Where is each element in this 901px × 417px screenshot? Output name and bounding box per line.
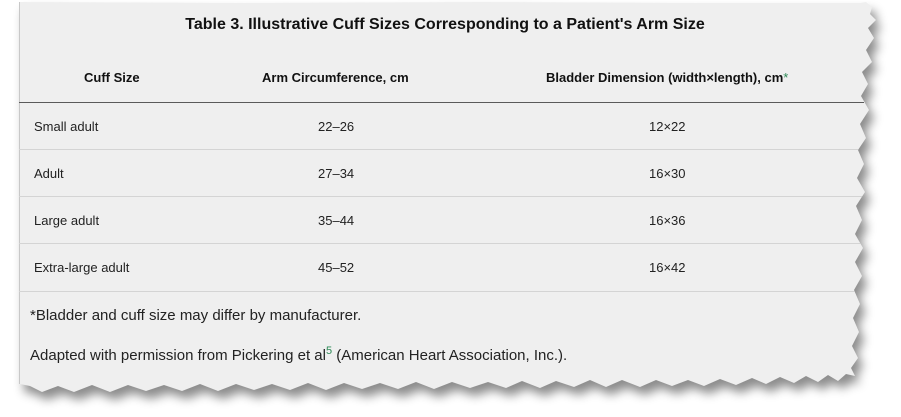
row-3-bladder-dimension: 16×36 (649, 213, 686, 228)
row-divider (19, 149, 864, 150)
left-border (19, 2, 20, 384)
header-footnote-marker: * (783, 70, 789, 85)
reference-link[interactable]: 5 (325, 345, 333, 357)
table-title-container: Table 3. Illustrative Cuff Sizes Corresp… (19, 16, 876, 34)
bladder-footnote: *Bladder and cuff size may differ by man… (30, 307, 362, 324)
row-1-arm-circumference: 22–26 (318, 119, 355, 134)
header-bladder-dimension: Bladder Dimension (width×length), cm* (546, 70, 788, 85)
row-3-cuff-size: Large adult (34, 213, 100, 228)
adapted-prefix: Adapted with permission from Pickering e… (30, 347, 326, 364)
header-arm-circumference: Arm Circumference, cm (262, 70, 409, 85)
header-cuff-size: Cuff Size (84, 70, 140, 85)
row-4-bladder-dimension: 16×42 (649, 260, 686, 275)
row-2-bladder-dimension: 16×30 (649, 166, 686, 181)
header-rule (19, 102, 864, 103)
row-2-cuff-size: Adult (34, 166, 64, 181)
row-divider (19, 196, 864, 197)
row-2-arm-circumference: 27–34 (318, 166, 355, 181)
table-bottom-rule (19, 291, 864, 292)
row-1-cuff-size: Small adult (34, 119, 99, 134)
row-1-bladder-dimension: 12×22 (649, 119, 686, 134)
row-3-arm-circumference: 35–44 (318, 213, 355, 228)
row-divider (19, 243, 864, 244)
adapted-footnote: Adapted with permission from Pickering e… (30, 345, 567, 364)
header-bladder-dimension-label: Bladder Dimension (width×length), cm (546, 70, 784, 85)
row-4-arm-circumference: 45–52 (318, 260, 355, 275)
row-4-cuff-size: Extra-large adult (34, 260, 130, 275)
table-title: Table 3. Illustrative Cuff Sizes Corresp… (185, 16, 705, 33)
adapted-suffix: (American Heart Association, Inc.). (332, 347, 568, 364)
